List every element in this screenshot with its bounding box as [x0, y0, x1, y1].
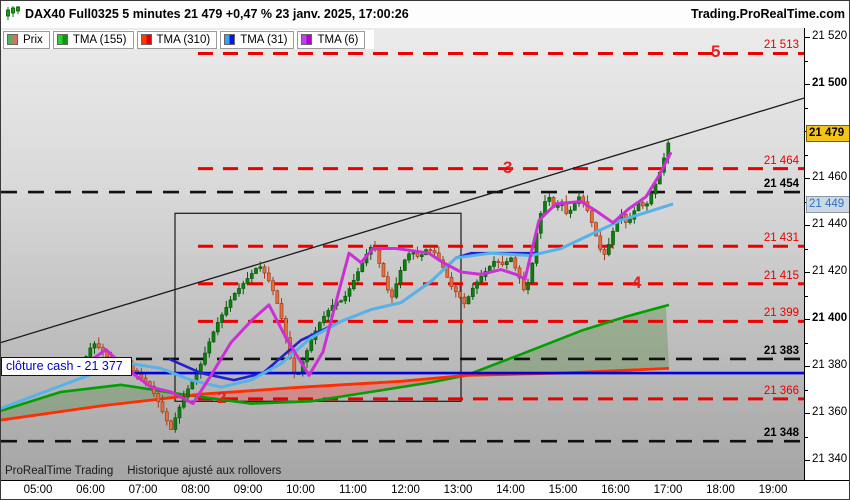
footer-note: ProRealTime Trading Historique ajusté aux…: [5, 465, 295, 477]
price-axis-label: 21 360: [812, 406, 848, 418]
level-label-red: 21 415: [763, 269, 799, 282]
time-label: 08:00: [181, 484, 210, 496]
price-axis-tick: [805, 272, 810, 273]
legend-item-tma-31[interactable]: TMA (31): [220, 30, 295, 49]
footer-note-left: ProRealTime Trading: [5, 465, 114, 477]
price-axis-label: 21 420: [812, 265, 848, 277]
legend-color-icon: [140, 34, 152, 45]
plot-area[interactable]: clôture cash - 21 377 ProRealTime Tradin…: [1, 28, 804, 480]
candlestick-icon: [5, 6, 21, 26]
tma-line: [1, 303, 670, 412]
price-axis-label: 21 440: [812, 218, 848, 230]
price-axis-label: 21 500: [812, 77, 848, 89]
level-label-red: 21 431: [763, 232, 799, 245]
price-axis-label: 21 520: [812, 30, 848, 42]
legend-item-tma-155[interactable]: TMA (155): [52, 30, 134, 49]
time-label: 18:00: [706, 484, 735, 496]
legend-item-label: TMA (6): [317, 33, 359, 46]
level-label-black: 21 454: [763, 178, 799, 191]
tma31-price-tag: 21 449: [806, 195, 849, 213]
legend-color-icon: [7, 34, 18, 45]
legend-item-prix[interactable]: Prix: [3, 30, 50, 49]
legend-item-label: TMA (155): [72, 33, 127, 46]
price-axis-tick: [805, 248, 808, 250]
price-axis-label: 21 460: [812, 171, 848, 183]
price-axis-tick: [805, 178, 810, 179]
time-label: 10:00: [286, 484, 315, 496]
time-label: 09:00: [233, 484, 263, 496]
chart-canvas[interactable]: [1, 28, 804, 480]
wave-marker: 3: [503, 157, 513, 177]
tma-shading: [1, 384, 186, 421]
price-axis-tick: [805, 60, 808, 62]
wave-marker: 4: [632, 272, 642, 292]
closing-cash-label: clôture cash - 21 377: [1, 357, 132, 376]
legend-item-label: TMA (31): [240, 33, 288, 46]
time-label: 06:00: [76, 484, 105, 496]
level-label-black: 21 348: [763, 427, 799, 440]
price-axis-tick: [805, 413, 810, 414]
legend-item-label: TMA (310): [156, 33, 211, 46]
price-axis-tick: [805, 37, 810, 38]
trendline: [1, 97, 804, 344]
legend-item-label: Prix: [23, 33, 43, 46]
price-axis-tick: [805, 84, 810, 85]
level-label-black: 21 383: [763, 344, 799, 357]
tma-line: [85, 151, 673, 406]
header-bar: DAX40 Full0325 5 minutes 21 479 +0,47 % …: [1, 1, 849, 29]
time-label: 17:00: [653, 484, 683, 496]
tma-line: [1, 202, 674, 410]
price-axis-tick: [805, 460, 810, 461]
footer-note-right: Historique ajusté aux rollovers: [127, 465, 282, 477]
time-label: 15:00: [548, 484, 578, 496]
time-label: 05:00: [23, 484, 53, 496]
legend-color-icon: [224, 34, 236, 45]
legend-color-icon: [56, 34, 68, 45]
current-price-tag: 21 479: [806, 125, 849, 143]
price-axis-tick: [805, 389, 808, 391]
level-label-red: 21 399: [763, 307, 799, 320]
level-label-red: 21 513: [763, 39, 799, 52]
time-label: 12:00: [391, 484, 420, 496]
time-label: 19:00: [758, 484, 788, 496]
brand-watermark: Trading.ProRealTime.com: [691, 7, 845, 21]
time-label: 11:00: [339, 484, 367, 496]
price-axis-tick: [805, 295, 808, 297]
legend-item-tma-310[interactable]: TMA (310): [136, 30, 218, 49]
time-axis[interactable]: 05:00 06:00 07:00 08:00 09:00 10:00 11:00 12:00…: [1, 480, 849, 499]
chart-title: DAX40 Full0325 5 minutes 21 479 +0,47 % …: [25, 7, 409, 21]
price-axis-tick: [805, 107, 808, 109]
price-axis-tick: [805, 436, 808, 438]
level-label-red: 21 366: [763, 384, 799, 397]
price-axis-tick: [805, 366, 810, 367]
price-axis-label: 21 340: [812, 453, 848, 465]
price-axis[interactable]: 21 520 21 500 21 460 21 440 21 420 21 400 21 3…: [804, 28, 849, 485]
legend-bar: Prix TMA (155) TMA (310) TMA (31) TMA (6): [1, 30, 375, 49]
time-label: 07:00: [128, 484, 158, 496]
price-axis-label: 21 400: [812, 312, 848, 324]
legend-color-icon: [301, 34, 313, 45]
time-label: 16:00: [601, 484, 630, 496]
price-axis-tick: [805, 225, 810, 226]
level-label-red: 21 464: [763, 154, 799, 167]
time-label: 14:00: [496, 484, 525, 496]
price-axis-label: 21 380: [812, 359, 848, 371]
price-axis-tick: [805, 342, 808, 344]
price-axis-tick: [805, 319, 810, 320]
wave-marker: 5: [711, 42, 721, 62]
wave-marker: 2: [217, 387, 227, 407]
legend-item-tma-6[interactable]: TMA (6): [297, 30, 366, 49]
price-axis-tick: [805, 154, 808, 156]
time-label: 13:00: [443, 484, 473, 496]
